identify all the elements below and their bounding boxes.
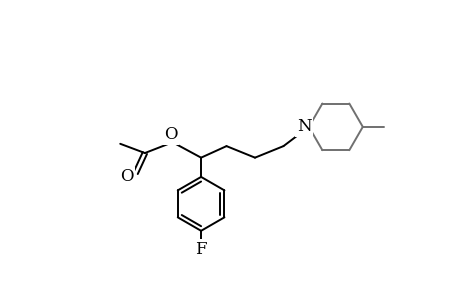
Text: N: N	[297, 118, 311, 135]
Text: F: F	[195, 241, 207, 258]
Text: O: O	[164, 126, 178, 143]
Text: O: O	[119, 168, 133, 185]
